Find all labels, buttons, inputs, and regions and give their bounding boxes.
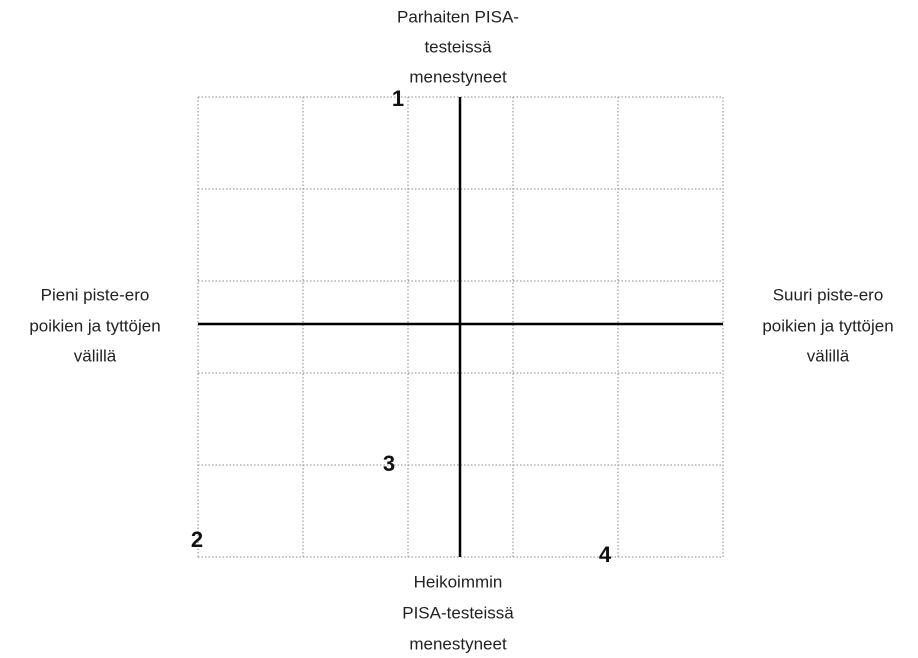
right-label: välillä [807,346,850,365]
top-label: Parhaiten PISA- [397,7,519,26]
bottom-label: menestyneet [409,634,507,653]
left-label: poikien ja tyttöjen [29,316,160,335]
point-label: 4 [599,542,612,567]
left-label: Pieni piste-ero [41,285,150,304]
top-label: testeissä [424,37,492,56]
point-label: 3 [383,451,395,476]
right-label: Suuri piste-ero [773,285,884,304]
bottom-label: Heikoimmin [414,572,503,591]
point-label: 1 [392,86,404,111]
left-label: välillä [74,346,117,365]
point-label: 2 [191,527,203,552]
bottom-label: PISA-testeissä [402,603,514,622]
top-label: menestyneet [409,67,507,86]
right-label: poikien ja tyttöjen [762,316,893,335]
